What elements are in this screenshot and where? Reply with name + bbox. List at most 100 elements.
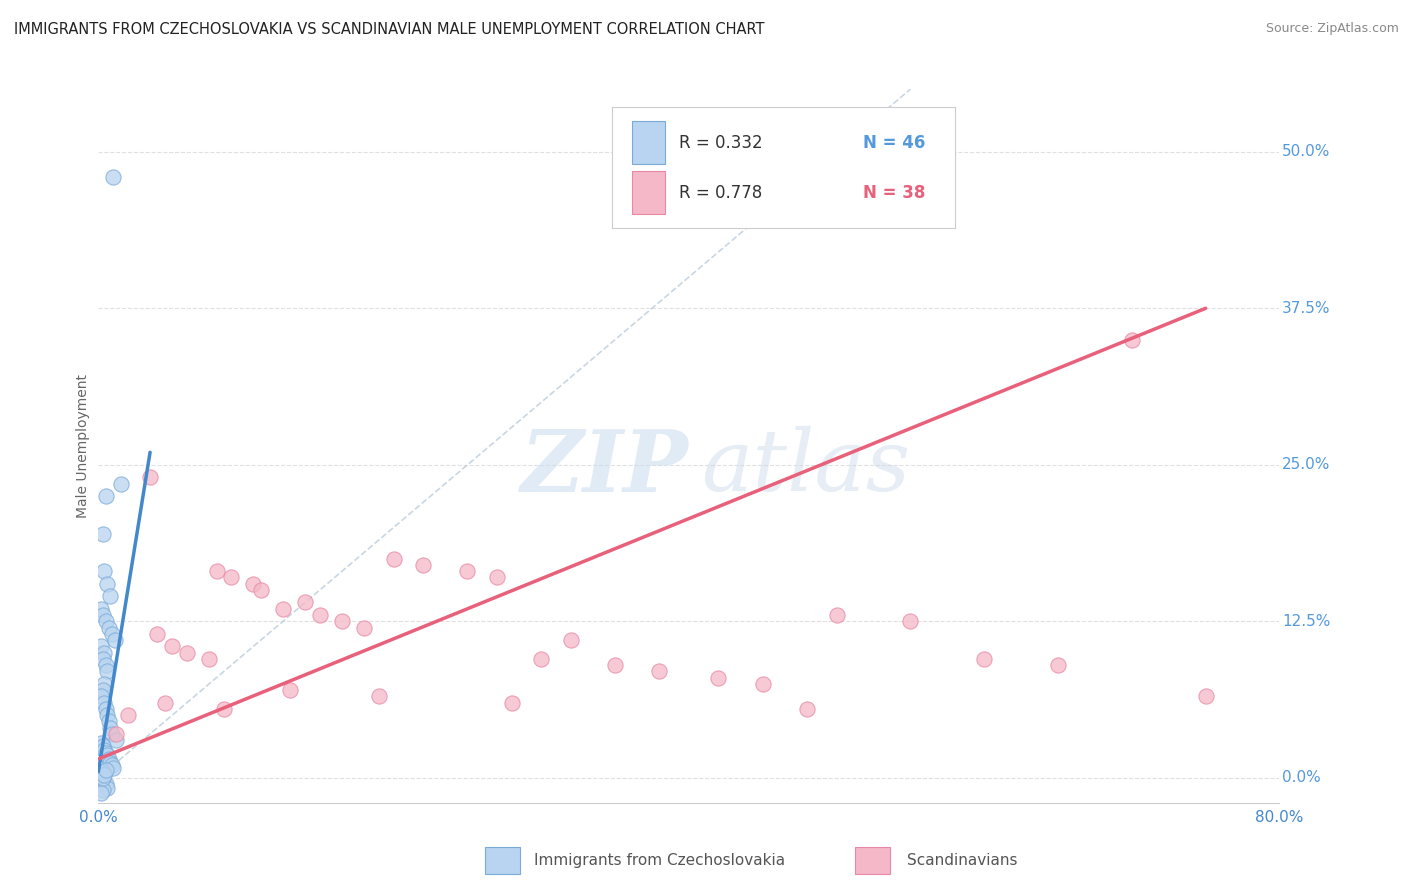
Text: N = 46: N = 46	[863, 134, 925, 152]
Point	[242, 576, 264, 591]
Point	[1121, 333, 1143, 347]
Text: R = 0.778: R = 0.778	[679, 184, 762, 202]
Point	[153, 696, 176, 710]
FancyBboxPatch shape	[612, 107, 955, 228]
Point	[94, 777, 117, 791]
Text: N = 38: N = 38	[863, 184, 925, 202]
Point	[309, 607, 332, 622]
Text: 25.0%: 25.0%	[1282, 458, 1330, 472]
Point	[93, 677, 115, 691]
Point	[93, 646, 115, 660]
Point	[530, 652, 553, 666]
Text: IMMIGRANTS FROM CZECHOSLOVAKIA VS SCANDINAVIAN MALE UNEMPLOYMENT CORRELATION CHA: IMMIGRANTS FROM CZECHOSLOVAKIA VS SCANDI…	[14, 22, 765, 37]
Point	[98, 756, 121, 770]
Point	[90, 601, 112, 615]
Point	[271, 601, 294, 615]
Point	[100, 627, 122, 641]
Point	[93, 743, 115, 757]
Point	[91, 739, 114, 754]
Point	[97, 714, 120, 729]
Point	[368, 690, 391, 704]
Point	[98, 589, 121, 603]
Point	[91, 771, 114, 785]
Point	[648, 665, 671, 679]
Point	[294, 595, 316, 609]
Point	[94, 702, 117, 716]
Point	[973, 652, 995, 666]
Point	[93, 564, 115, 578]
Point	[212, 702, 235, 716]
Point	[91, 764, 114, 779]
Point	[105, 733, 128, 747]
Point	[501, 696, 523, 710]
Point	[90, 736, 112, 750]
Point	[96, 780, 118, 795]
Text: ZIP: ZIP	[522, 425, 689, 509]
Text: R = 0.332: R = 0.332	[679, 134, 763, 152]
Point	[93, 768, 115, 782]
Point	[560, 633, 582, 648]
Point	[382, 551, 405, 566]
Point	[91, 526, 114, 541]
Text: Scandinavians: Scandinavians	[907, 854, 1018, 868]
Text: atlas: atlas	[700, 426, 910, 508]
Point	[219, 570, 243, 584]
Text: 12.5%: 12.5%	[1282, 614, 1330, 629]
Point	[100, 758, 122, 772]
Point	[162, 640, 183, 654]
Point	[117, 708, 139, 723]
Point	[91, 783, 114, 797]
Point	[100, 727, 122, 741]
Text: Source: ZipAtlas.com: Source: ZipAtlas.com	[1265, 22, 1399, 36]
Point	[486, 570, 509, 584]
FancyBboxPatch shape	[633, 121, 665, 164]
Point	[91, 683, 114, 698]
Point	[96, 708, 118, 723]
Point	[825, 607, 848, 622]
Point	[104, 633, 127, 648]
Text: 37.5%: 37.5%	[1282, 301, 1330, 316]
Text: 0.0%: 0.0%	[1282, 771, 1320, 785]
Point	[1046, 658, 1069, 673]
Point	[103, 761, 125, 775]
Point	[205, 564, 228, 578]
Point	[94, 614, 117, 628]
Point	[1195, 690, 1218, 704]
Y-axis label: Male Unemployment: Male Unemployment	[76, 374, 90, 518]
Point	[456, 564, 478, 578]
FancyBboxPatch shape	[633, 171, 665, 214]
Point	[90, 690, 112, 704]
Point	[97, 621, 120, 635]
Point	[707, 671, 730, 685]
Point	[93, 767, 115, 781]
Point	[94, 489, 117, 503]
Point	[353, 621, 375, 635]
Point	[198, 652, 221, 666]
Point	[250, 582, 273, 597]
Point	[98, 721, 121, 735]
Point	[110, 476, 132, 491]
Point	[146, 627, 169, 641]
Point	[96, 576, 118, 591]
Point	[796, 702, 818, 716]
Point	[91, 607, 114, 622]
Point	[751, 677, 773, 691]
Point	[93, 696, 115, 710]
Point	[330, 614, 353, 628]
Point	[105, 727, 128, 741]
Point	[605, 658, 627, 673]
Point	[278, 683, 302, 698]
Point	[176, 646, 198, 660]
Text: 50.0%: 50.0%	[1282, 145, 1330, 160]
Point	[103, 169, 125, 184]
Point	[94, 658, 117, 673]
Point	[90, 786, 112, 800]
Point	[94, 764, 117, 778]
Point	[90, 640, 112, 654]
Point	[97, 752, 120, 766]
Point	[139, 470, 162, 484]
Point	[900, 614, 922, 628]
Point	[91, 652, 114, 666]
Point	[94, 746, 117, 760]
Point	[96, 748, 118, 763]
